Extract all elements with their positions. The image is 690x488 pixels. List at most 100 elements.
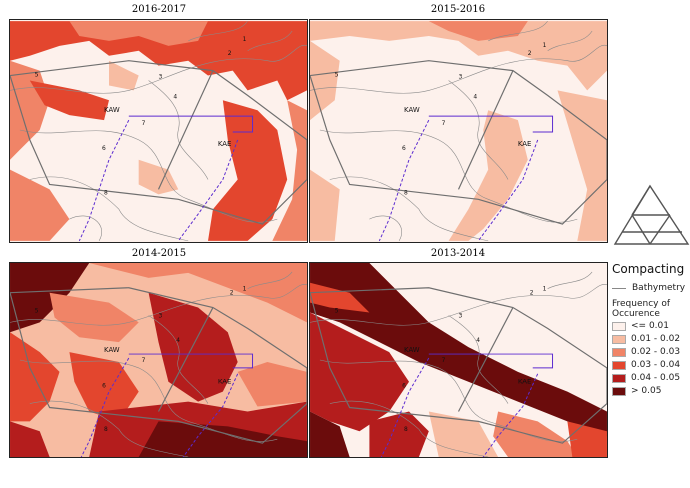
legend-swatch [612,334,626,344]
channel-outline [428,115,554,133]
panel-title-2013-2014: 2013-2014 [430,248,486,259]
legend-class-label: <= 0.01 [631,321,669,331]
svg-text:4: 4 [176,337,180,344]
channel-dashed [182,373,239,457]
panel-title-2014-2015: 2014-2015 [131,248,187,259]
legend-class: > 0.05 [612,385,690,397]
heat-zone [310,169,340,241]
bathymetry-contours [310,20,607,242]
svg-text:3: 3 [159,74,163,81]
heat-zone [10,263,90,333]
heat-zone [493,411,578,457]
heat-zone [310,263,607,437]
svg-text:1: 1 [543,42,547,49]
heat-zone [272,100,307,241]
boundary-line [157,307,214,412]
svg-text:6: 6 [102,145,106,152]
boundary-polygon [10,60,307,225]
legend-class: 0.04 - 0.05 [612,372,690,384]
bathymetry-line-swatch [612,287,626,289]
heat-zone [310,312,410,432]
heat-zone [148,292,238,402]
svg-text:2: 2 [228,50,232,57]
legend-class-label: 0.03 - 0.04 [631,360,681,370]
svg-text:1: 1 [543,286,547,293]
svg-text:4: 4 [476,337,480,344]
station-label-kae: KAE [518,378,532,386]
svg-text:2: 2 [530,290,534,297]
legend-class-label: 0.01 - 0.02 [631,334,681,344]
map-panel-2013-2014: KAW KAE 1 2 3 4 5 6 7 8 [309,262,608,458]
legend-swatch [612,373,626,383]
channel-dashed [477,139,539,242]
heat-zone [557,90,607,241]
svg-text:7: 7 [442,120,446,127]
svg-text:7: 7 [142,120,146,127]
svg-text:1: 1 [243,286,247,293]
bathymetry-contours [10,271,307,457]
bathymetry-contours [10,20,307,242]
svg-text:3: 3 [159,312,163,319]
legend-bathymetry: Bathymetry [612,281,690,295]
channel-dashed [380,357,430,457]
map-legend: Compacting Bathymetry Frequency of Occur… [612,262,690,397]
boundary-polygon [10,287,307,444]
triangle-logo-icon [613,184,690,245]
contour-labels: 1 2 3 4 5 6 7 8 [35,36,247,196]
legend-title: Compacting [612,262,685,276]
heat-zone [69,352,139,422]
logo-triangle [610,182,690,256]
heat-zone [29,80,109,121]
panel-title-2015-2016: 2015-2016 [430,4,486,15]
heat-zone [138,421,307,457]
heat-zone [69,21,209,46]
map-panel-2014-2015: KAW KAE 1 2 3 4 5 6 7 8 [9,262,308,458]
svg-text:5: 5 [335,72,339,79]
svg-text:8: 8 [404,189,408,196]
svg-text:8: 8 [404,426,408,433]
contour-labels: 1 2 3 4 5 6 7 8 [335,286,547,434]
station-label-kaw: KAW [104,106,120,114]
heat-zone [428,411,499,457]
svg-text:6: 6 [402,383,406,390]
legend-swatch [612,386,626,396]
legend-class-label: > 0.05 [631,386,662,396]
svg-text:7: 7 [442,357,446,364]
boundary-line [457,307,514,412]
svg-text:5: 5 [335,307,339,314]
legend-swatch [612,321,626,331]
bathymetry-contours [310,271,607,457]
station-label-kae: KAE [218,378,232,386]
map-panel-2016-2017: KAW KAE 1 2 3 4 5 6 7 8 [9,19,308,243]
heat-zone [310,411,350,457]
legend-swatch [612,347,626,357]
station-label-kae: KAE [518,140,532,148]
heat-zone [89,263,307,323]
contour-labels: 1 2 3 4 5 6 7 8 [35,286,247,434]
heat-zone [10,21,307,101]
legend-class: <= 0.01 [612,320,690,332]
svg-text:8: 8 [104,189,108,196]
legend-bathymetry-label: Bathymetry [632,283,686,293]
boundary-polygon [310,60,607,225]
channel-dashed [78,119,130,242]
heat-zone [49,292,139,343]
svg-text:6: 6 [402,145,406,152]
svg-text:5: 5 [35,72,39,79]
svg-text:1: 1 [243,36,247,43]
heat-zone [237,361,307,407]
heat-zone [10,169,70,241]
heat-zone [208,100,288,241]
heat-zone [448,110,528,241]
legend-subtitle: Frequency of Occurence [612,299,671,319]
channel-outline [428,353,554,369]
heat-zone [10,421,50,457]
svg-text:4: 4 [173,93,177,100]
legend-class-label: 0.04 - 0.05 [631,373,681,383]
boundary-line [157,70,214,190]
map-2016-2017: KAW KAE 1 2 3 4 5 6 7 8 [10,20,307,242]
channel-dashed [482,373,539,457]
legend-class: 0.01 - 0.02 [612,333,690,345]
heat-zone [138,159,179,195]
station-label-kaw: KAW [404,106,420,114]
